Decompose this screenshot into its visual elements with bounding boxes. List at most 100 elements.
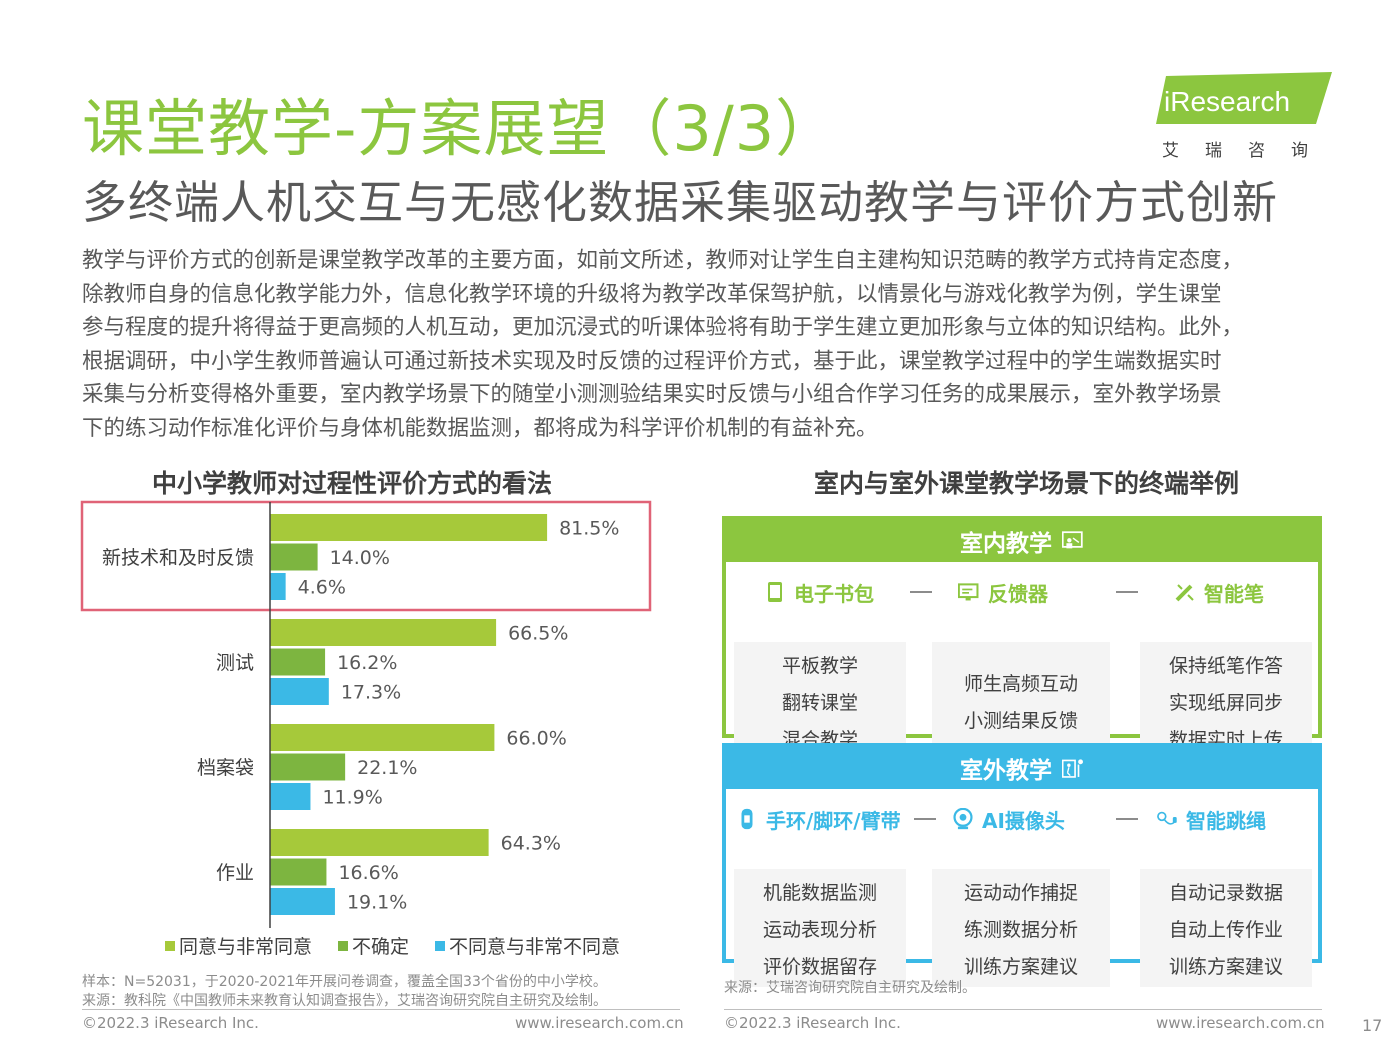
legend-item-unsure: 不确定: [338, 932, 409, 959]
data-label: 4.6%: [298, 577, 346, 599]
jump-rope-icon: [1157, 811, 1177, 825]
logo-cn: 艾瑞咨询: [1162, 141, 1334, 161]
feature-item: 评价数据留存: [762, 955, 877, 978]
intro-line: 采集与分析变得格外重要，室内教学场景下的随堂小测测验结果实时反馈与小组合作学习任…: [82, 382, 1222, 408]
legend-swatch-unsure: [338, 940, 349, 951]
feature-item: 自动记录数据: [1168, 881, 1283, 904]
classroom-icon: [1062, 531, 1083, 549]
category-label: 作业: [216, 862, 254, 884]
device-ebook: 电子书包: [764, 574, 874, 610]
data-label: 17.3%: [341, 682, 401, 704]
bar: [270, 858, 327, 886]
category-label: 测试: [216, 652, 254, 674]
logo-brand: iResearch: [1164, 86, 1291, 117]
data-label: 16.2%: [337, 652, 397, 674]
smart-pen-features: 保持纸笔作答 实现纸屏同步 数据实时上传: [1140, 642, 1312, 760]
sample-note: 样本：N=52031，于2020-2021年开展问卷调查，覆盖全国33个省份的中…: [82, 974, 607, 990]
data-label: 19.1%: [347, 892, 407, 914]
iresearch-logo: iResearch 艾瑞咨询: [1156, 72, 1334, 161]
legend-swatch-disagree: [435, 940, 446, 951]
feature-item: 保持纸笔作答: [1168, 654, 1283, 677]
bar: [270, 888, 335, 915]
category-label: 新技术和及时反馈: [102, 547, 254, 569]
url-right[interactable]: www.iresearch.com.cn: [1156, 1014, 1325, 1032]
data-label: 11.9%: [322, 787, 382, 809]
legend-item-disagree: 不同意与非常不同意: [435, 932, 620, 959]
intro-line: 根据调研，中小学生教师普遍认可通过新技术实现及时反馈的过程评价方式，基于此，课堂…: [82, 348, 1222, 374]
device-clicker: 反馈器: [958, 574, 1048, 610]
legend-swatch-agree: [165, 940, 175, 951]
copyright-right: ©2022.3 iResearch Inc.: [724, 1014, 901, 1032]
tablet-icon: [768, 582, 782, 602]
footer-divider-right: [724, 1009, 1322, 1010]
data-label: 64.3%: [501, 833, 561, 855]
bar: [270, 829, 489, 856]
source-note-left: 来源：教科院《中国教师未来教育认知调查报告》，艾瑞咨询研究院自主研究及绘制。: [82, 993, 607, 1009]
device-smart-pen: 智能笔: [1174, 574, 1264, 610]
page-subtitle: 多终端人机交互与无感化数据采集驱动教学与评价方式创新: [82, 176, 1279, 229]
bar: [270, 573, 286, 600]
indoor-panel: 室内教学 电子书包: [722, 516, 1322, 760]
data-label: 81.5%: [559, 518, 619, 540]
legend-label-agree: 同意与非常同意: [179, 936, 313, 958]
device-label: 智能跳绳: [1186, 808, 1266, 833]
bar: [270, 724, 495, 751]
indoor-panel-body: 电子书包 反馈器 智能笔: [726, 562, 1318, 760]
device-label: 智能笔: [1204, 581, 1264, 606]
camera-features: 运动动作捕捉 练测数据分析 训练方案建议: [932, 869, 1110, 987]
intro-line: 除教师自身的信息化教学能力外，信息化教学环境的升级将为教学改革保驾护航，以情景化…: [82, 281, 1222, 307]
intro-line: 教学与评价方式的创新是课堂教学改革的主要方面，如前文所述，教师对让学生自主建构知…: [82, 248, 1244, 273]
feature-item: 自动上传作业: [1168, 918, 1283, 941]
logo-background: [1156, 72, 1332, 124]
device-camera: AI摄像头: [952, 801, 1065, 837]
source-note-right: 来源：艾瑞咨询研究院自主研究及绘制。: [724, 980, 976, 996]
bar: [270, 619, 497, 646]
intro-paragraph: 教学与评价方式的创新是课堂教学改革的主要方面，如前文所述，教师对让学生自主建构知…: [82, 244, 1332, 446]
device-jump-rope: 智能跳绳: [1156, 801, 1266, 837]
bar: [270, 678, 329, 705]
data-label: 14.0%: [330, 547, 390, 569]
bar: [270, 753, 346, 781]
smart-pen-icon: [1175, 584, 1194, 602]
bar-chart: 81.5% 14.0% 4.6% 新技术和及时反馈 66.5% 16.2% 17.3% 测试 6…: [80, 500, 652, 928]
device-label: 手环/脚环/臂带: [766, 808, 901, 833]
data-label: 66.0%: [506, 728, 566, 750]
data-label: 16.6%: [338, 862, 398, 884]
feature-item: 机能数据监测: [762, 881, 877, 904]
device-label: 电子书包: [794, 581, 874, 606]
feature-item: 师生高频互动: [963, 673, 1078, 695]
outdoor-device-row: 手环/脚环/臂带 AI摄像头 智能跳绳: [726, 801, 1318, 837]
legend-label-disagree: 不同意与非常不同意: [449, 936, 621, 958]
url-left[interactable]: www.iresearch.com.cn: [515, 1014, 684, 1032]
feature-item: 平板教学: [781, 654, 858, 677]
bar: [270, 543, 318, 571]
feature-item: 小测结果反馈: [963, 710, 1078, 732]
bar: [270, 648, 326, 676]
devices-section-title: 室内与室外课堂教学场景下的终端举例: [814, 469, 1240, 498]
device-separator: [1116, 818, 1138, 820]
clicker-features: 师生高频互动 小测结果反馈: [932, 642, 1110, 760]
feature-item: 训练方案建议: [1168, 955, 1283, 978]
feature-item: 练测数据分析: [963, 918, 1078, 941]
outdoor-panel-body: 手环/脚环/臂带 AI摄像头 智能跳绳: [726, 789, 1318, 987]
device-separator: [1116, 591, 1138, 593]
legend-item-agree: 同意与非常同意: [165, 932, 312, 959]
device-separator: [910, 591, 932, 593]
wristband-icon: [741, 808, 753, 830]
outdoor-panel: 室外教学 手环/脚环/臂带: [722, 743, 1322, 987]
feature-item: 训练方案建议: [963, 955, 1078, 978]
highlight-box: [80, 500, 652, 612]
feature-item: 运动动作捕捉: [963, 881, 1078, 904]
intro-line: 下的练习动作标准化评价与身体机能数据监测，都将成为科学评价机制的有益补充。: [82, 415, 878, 441]
copyright-left: ©2022.3 iResearch Inc.: [82, 1014, 259, 1032]
indoor-device-row: 电子书包 反馈器 智能笔: [726, 574, 1318, 610]
bar: [270, 783, 311, 810]
footer-divider-left: [82, 1009, 680, 1010]
data-label: 66.5%: [508, 623, 568, 645]
feature-item: 运动表现分析: [762, 918, 877, 941]
outdoor-title: 室外教学: [960, 758, 1052, 784]
outdoor-panel-header: 室外教学: [726, 747, 1318, 789]
jump-rope-features: 自动记录数据 自动上传作业 训练方案建议: [1140, 869, 1312, 987]
device-wristband: 手环/脚环/臂带: [736, 801, 901, 837]
data-label: 22.1%: [357, 757, 417, 779]
